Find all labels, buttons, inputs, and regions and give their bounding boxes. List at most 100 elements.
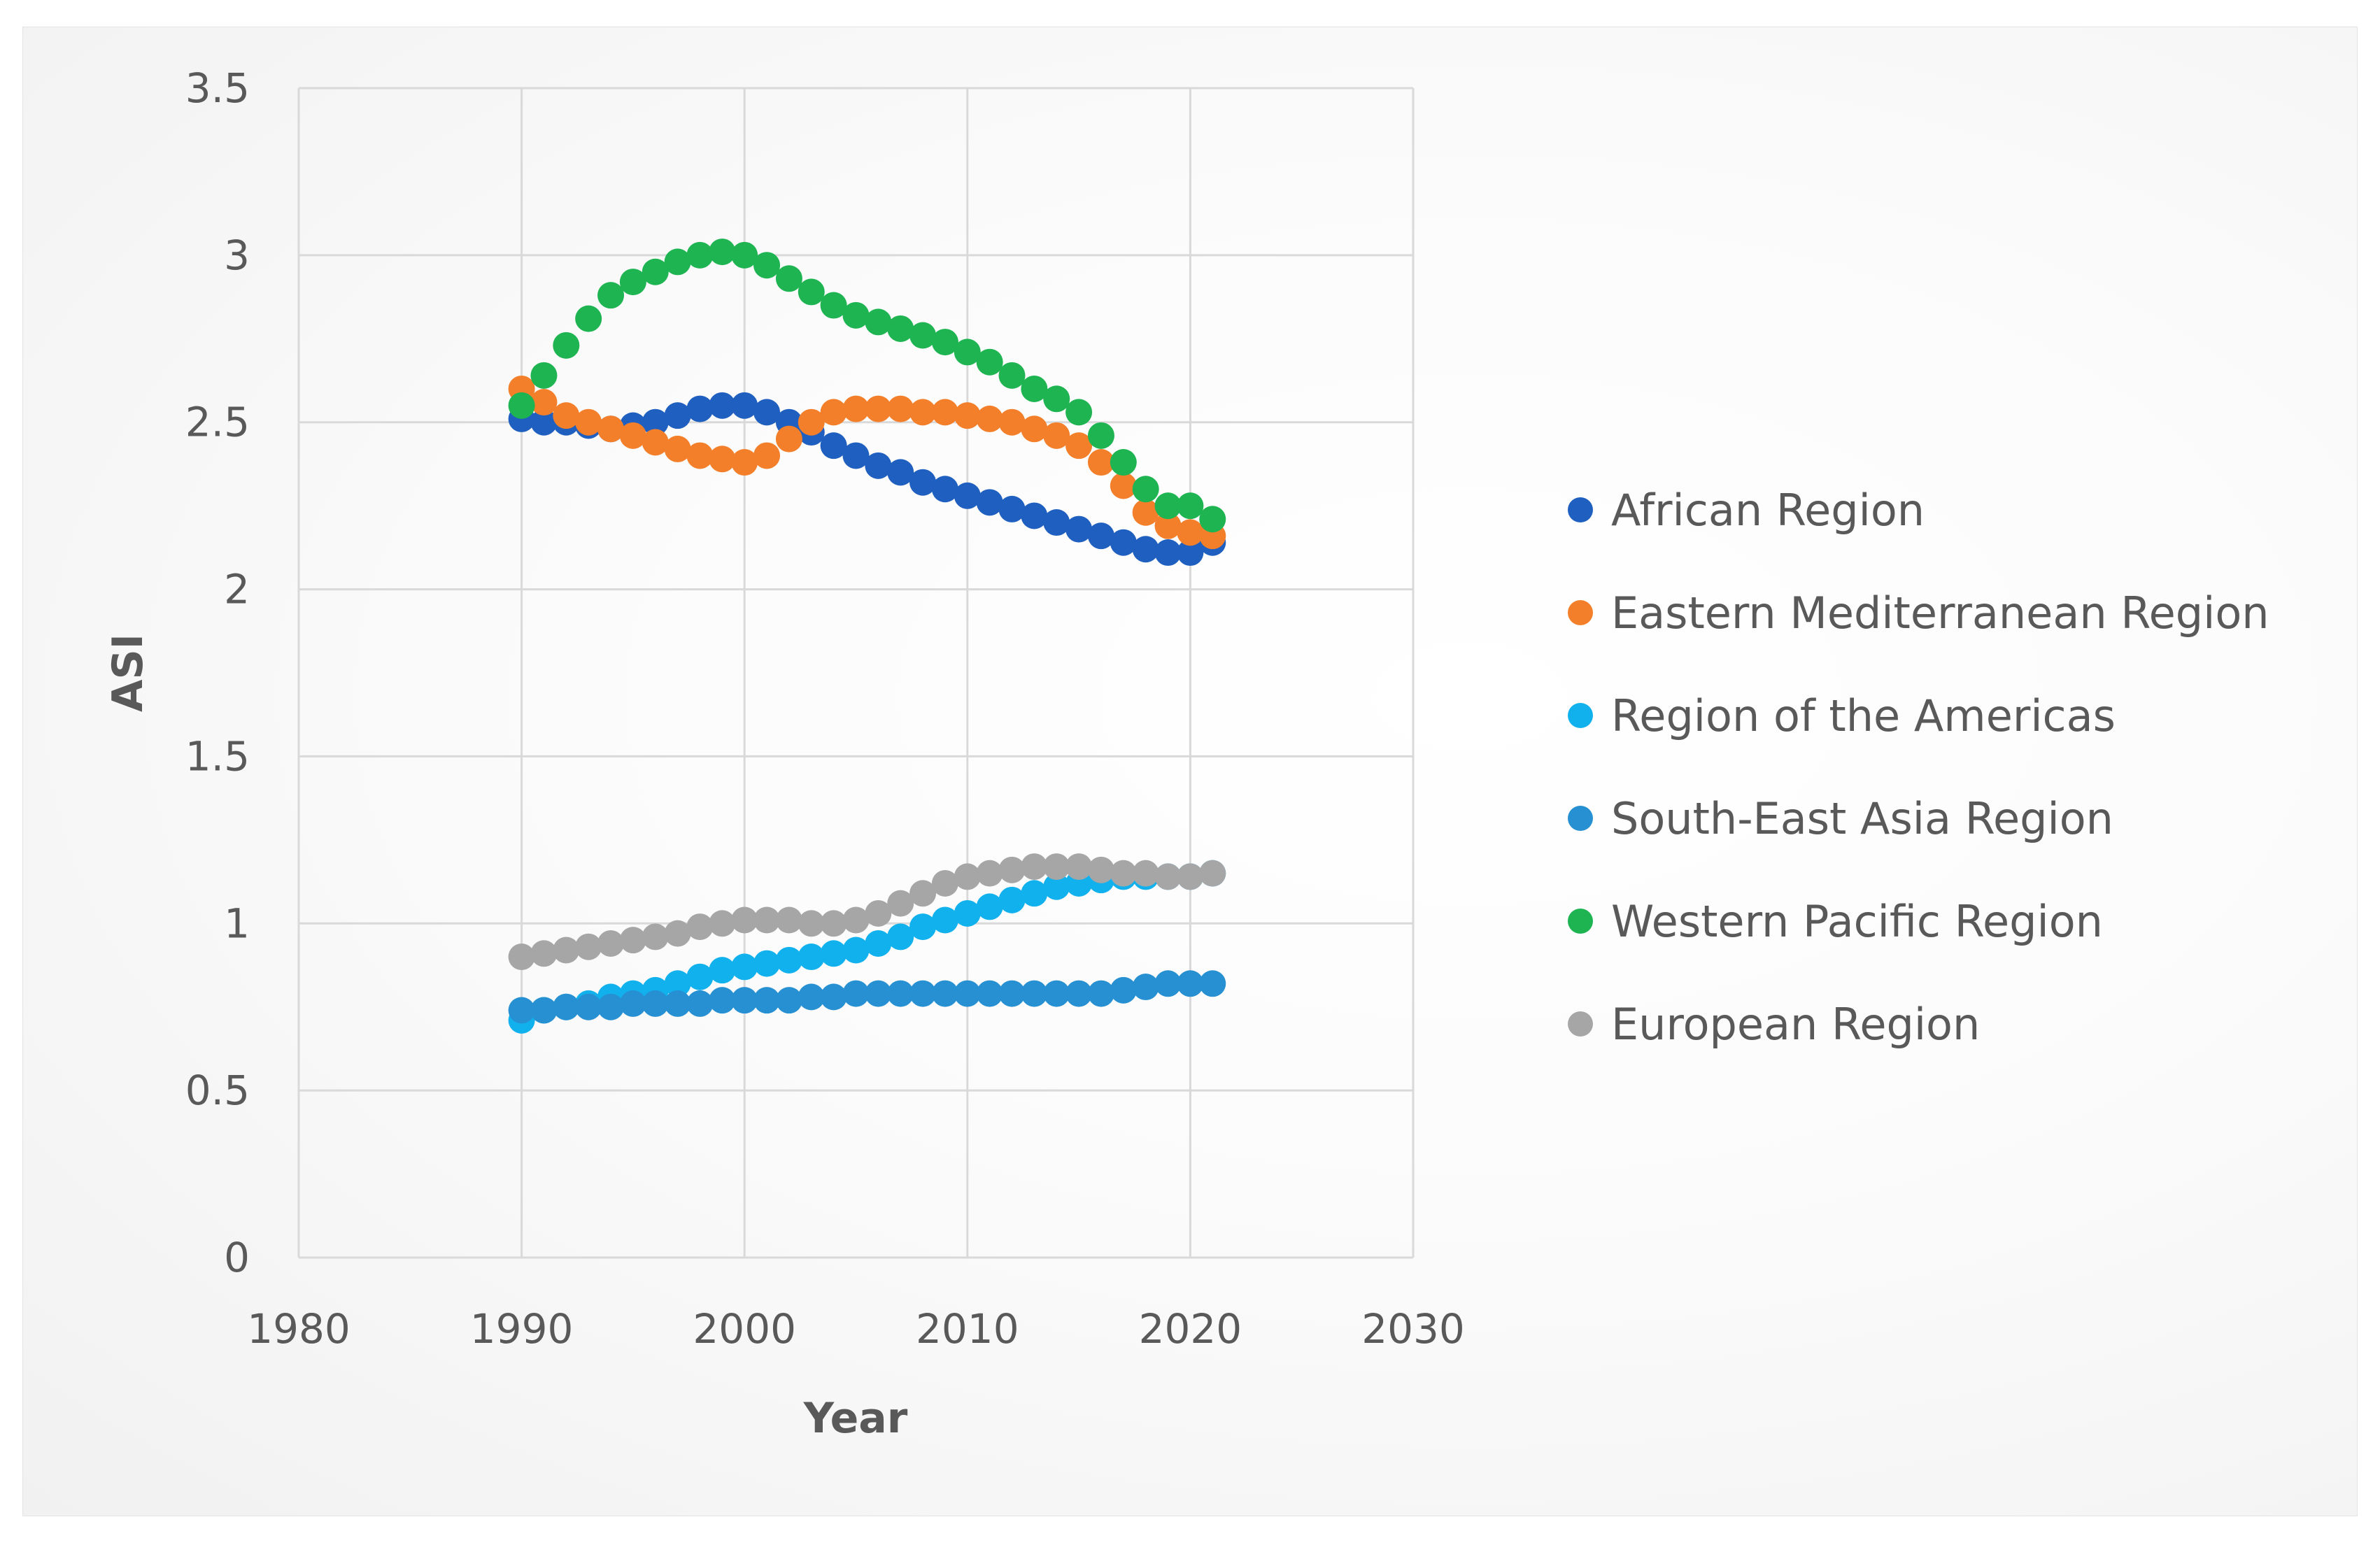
legend[interactable]: African Region Eastern Mediterranean Regi… bbox=[1568, 485, 2269, 1050]
data-point bbox=[642, 408, 669, 436]
legend-item[interactable]: African Region bbox=[1568, 485, 1925, 536]
data-point bbox=[798, 408, 825, 436]
data-point bbox=[753, 906, 781, 934]
data-point bbox=[1021, 880, 1048, 907]
legend-item[interactable]: Western Pacific Region bbox=[1568, 896, 2103, 947]
legend-item[interactable]: Eastern Mediterranean Region bbox=[1568, 588, 2269, 639]
series-european-region bbox=[508, 853, 1226, 971]
data-point bbox=[820, 910, 847, 937]
data-point bbox=[1132, 860, 1159, 887]
data-point bbox=[820, 432, 847, 460]
data-point bbox=[954, 899, 981, 927]
legend-label: Eastern Mediterranean Region bbox=[1611, 588, 2269, 639]
data-point bbox=[798, 983, 825, 1011]
data-point bbox=[753, 252, 781, 279]
data-point bbox=[1110, 472, 1137, 499]
data-point bbox=[1021, 980, 1048, 1007]
data-point bbox=[553, 332, 580, 359]
data-point bbox=[1132, 536, 1159, 563]
data-point bbox=[842, 395, 870, 422]
y-axis-title: ASI bbox=[104, 634, 153, 712]
data-point bbox=[909, 913, 937, 941]
x-tick-label: 1990 bbox=[470, 1305, 574, 1353]
data-point bbox=[1154, 539, 1182, 567]
x-tick-label: 2000 bbox=[693, 1305, 796, 1353]
legend-item[interactable]: European Region bbox=[1568, 999, 1980, 1050]
data-point bbox=[1132, 499, 1159, 526]
legend-label: Western Pacific Region bbox=[1611, 896, 2103, 947]
data-point bbox=[1154, 863, 1182, 890]
data-point bbox=[865, 308, 892, 336]
data-point bbox=[619, 422, 646, 449]
data-point bbox=[976, 348, 1003, 376]
data-point bbox=[553, 993, 580, 1020]
data-point bbox=[775, 425, 802, 453]
data-point bbox=[1087, 422, 1114, 449]
data-point bbox=[1132, 476, 1159, 503]
data-point bbox=[998, 362, 1026, 389]
data-point bbox=[1110, 860, 1137, 887]
legend-marker bbox=[1568, 806, 1593, 831]
data-point bbox=[865, 980, 892, 1007]
data-points bbox=[508, 238, 1226, 1034]
data-point bbox=[1065, 853, 1093, 881]
data-point bbox=[887, 890, 914, 917]
data-point bbox=[798, 910, 825, 937]
data-point bbox=[553, 937, 580, 964]
series-south-east-asia-region bbox=[508, 970, 1226, 1024]
data-point bbox=[931, 476, 958, 503]
data-point bbox=[931, 329, 958, 356]
data-point bbox=[709, 392, 736, 419]
data-point bbox=[664, 435, 691, 462]
data-point bbox=[530, 362, 558, 389]
data-point bbox=[998, 886, 1026, 913]
data-point bbox=[1043, 385, 1070, 413]
data-point bbox=[842, 937, 870, 964]
legend-label: African Region bbox=[1611, 485, 1925, 536]
data-point bbox=[1177, 519, 1204, 546]
data-point bbox=[1087, 980, 1114, 1007]
data-point bbox=[731, 241, 758, 269]
data-point bbox=[530, 389, 558, 416]
data-point bbox=[865, 452, 892, 479]
data-point bbox=[709, 446, 736, 473]
data-point bbox=[642, 258, 669, 285]
data-point bbox=[1154, 512, 1182, 539]
data-point bbox=[1043, 509, 1070, 536]
data-point bbox=[842, 980, 870, 1007]
data-point bbox=[976, 405, 1003, 432]
data-point bbox=[976, 489, 1003, 516]
legend-item[interactable]: South-East Asia Region bbox=[1568, 793, 2113, 844]
y-tick-label: 3.5 bbox=[185, 64, 250, 112]
data-point bbox=[1087, 856, 1114, 883]
data-point bbox=[753, 950, 781, 977]
data-point bbox=[1065, 432, 1093, 460]
legend-item[interactable]: Region of the Americas bbox=[1568, 690, 2116, 741]
data-point bbox=[575, 305, 602, 332]
x-axis-title: Year bbox=[803, 1394, 908, 1443]
data-point bbox=[976, 980, 1003, 1007]
y-tick-label: 2 bbox=[224, 566, 250, 613]
chart-panel: 0 0.5 1 1.5 2 2.5 3 3.5 1980 1990 2000 2010 2020 2030… bbox=[22, 27, 2358, 1516]
data-point bbox=[642, 990, 669, 1017]
data-point bbox=[820, 940, 847, 967]
data-point bbox=[842, 442, 870, 469]
data-point bbox=[954, 482, 981, 509]
data-point bbox=[1021, 375, 1048, 402]
data-point bbox=[642, 429, 669, 456]
data-point bbox=[931, 906, 958, 934]
data-point bbox=[686, 241, 714, 269]
data-point bbox=[731, 987, 758, 1014]
scatter-chart: 0 0.5 1 1.5 2 2.5 3 3.5 1980 1990 2000 2010 2020 2030… bbox=[104, 64, 2269, 1443]
data-point bbox=[508, 392, 535, 419]
data-point bbox=[798, 278, 825, 306]
y-tick-label: 1 bbox=[224, 899, 250, 947]
data-point bbox=[820, 292, 847, 319]
data-point bbox=[709, 987, 736, 1014]
data-point bbox=[1043, 422, 1070, 449]
data-point bbox=[597, 993, 625, 1020]
data-point bbox=[753, 399, 781, 426]
data-point bbox=[1065, 980, 1093, 1007]
data-point bbox=[597, 415, 625, 443]
data-point bbox=[976, 860, 1003, 887]
